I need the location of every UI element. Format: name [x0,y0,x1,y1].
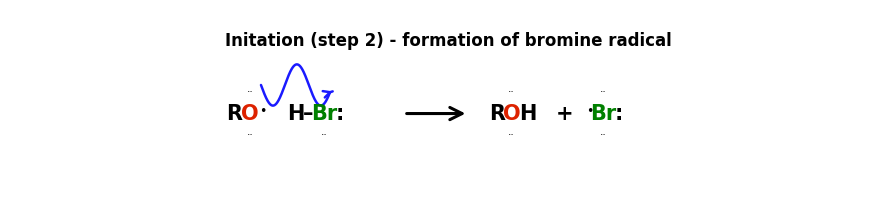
Text: ··: ·· [246,130,253,140]
Text: ··: ·· [322,87,328,97]
Text: :: : [336,104,343,124]
Text: Br: Br [311,104,337,124]
Text: ··: ·· [508,130,515,140]
Text: O: O [503,104,520,124]
Text: R: R [489,104,504,124]
Text: •: • [586,105,593,118]
Text: •: • [259,105,266,118]
Text: ··: ·· [322,130,328,140]
Text: O: O [241,104,259,124]
Text: H: H [287,104,304,124]
Text: :: : [615,104,623,124]
Text: ··: ·· [508,87,515,97]
Text: Initation (step 2) - formation of bromine radical: Initation (step 2) - formation of bromin… [225,32,671,50]
Text: +: + [556,104,573,124]
Text: R: R [226,104,243,124]
Text: Br: Br [591,104,617,124]
Text: H: H [519,104,537,124]
Text: ··: ·· [600,130,607,140]
Text: ··: ·· [246,87,253,97]
Text: –: – [302,104,313,124]
Text: ··: ·· [600,87,607,97]
